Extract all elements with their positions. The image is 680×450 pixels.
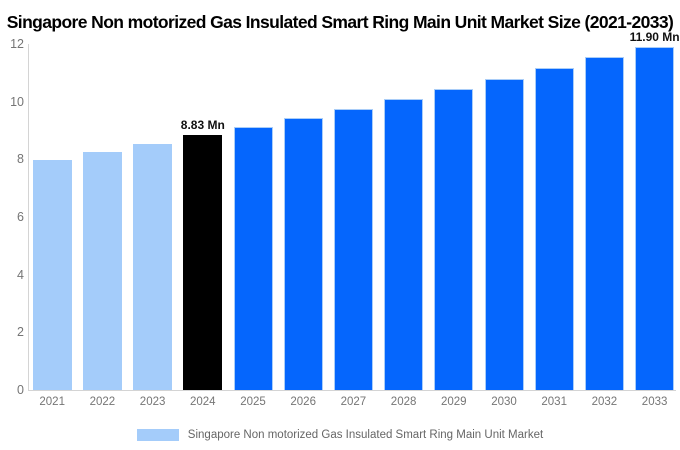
bar-2031 [534, 68, 574, 390]
x-tick-2028: 2028 [390, 396, 417, 408]
y-tick: 12 [10, 37, 24, 51]
legend-swatch [136, 429, 179, 441]
y-tick: 0 [17, 383, 24, 397]
bar-2029 [434, 88, 474, 390]
y-tick: 2 [17, 325, 24, 340]
x-tick-2032: 2032 [591, 396, 618, 408]
y-tick: 8 [17, 152, 24, 167]
x-tick-2024: 2024 [190, 396, 216, 408]
bar-2028 [384, 99, 424, 390]
bar-2027 [333, 108, 373, 390]
x-tick-2023: 2023 [139, 396, 166, 408]
bar-2023 [133, 144, 173, 390]
x-tick-2026: 2026 [290, 396, 316, 408]
bar-2024 [183, 135, 223, 390]
bar-2032 [584, 57, 624, 390]
annotation-2024: 8.83 Mn [180, 118, 225, 133]
bar-2026 [283, 117, 323, 390]
x-tick-2027: 2027 [340, 396, 367, 408]
y-tick: 4 [17, 267, 24, 282]
y-axis-line [28, 44, 29, 390]
bar-2030 [484, 78, 524, 390]
legend-label: Singapore Non motorized Gas Insulated Sm… [187, 429, 544, 441]
bar-2021 [32, 159, 72, 390]
x-tick-2021: 2021 [39, 396, 65, 408]
x-tick-2029: 2029 [441, 396, 467, 408]
chart-title: Singapore Non motorized Gas Insulated Sm… [6, 12, 674, 32]
x-tick-2022: 2022 [89, 396, 116, 408]
bar-2022 [82, 152, 122, 390]
x-axis-line [28, 390, 676, 391]
x-tick-2031: 2031 [541, 396, 567, 408]
x-tick-2030: 2030 [491, 396, 517, 408]
legend: Singapore Non motorized Gas Insulated Sm… [0, 427, 680, 443]
annotation-2033: 11.90 Mn [629, 29, 680, 44]
bar-2033 [635, 46, 675, 390]
y-tick: 10 [10, 94, 24, 109]
y-tick: 6 [17, 210, 24, 224]
bar-2025 [233, 126, 273, 390]
x-tick-2025: 2025 [240, 396, 266, 408]
x-tick-2033: 2033 [641, 396, 668, 408]
